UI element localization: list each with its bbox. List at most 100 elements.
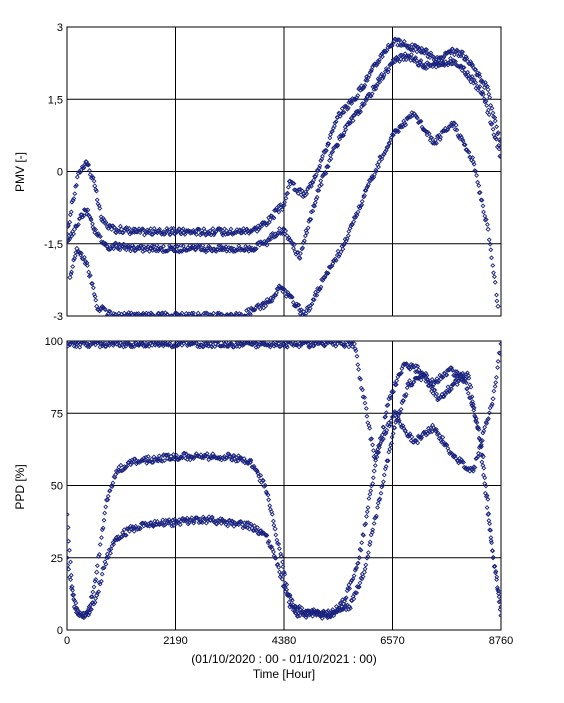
pmv-data-point [419,124,425,130]
pmv-data-point [283,195,289,201]
pmv-data-point [359,101,365,107]
ppd-data-point [369,529,375,535]
ppd-y-tick-label: 50 [51,481,63,493]
ppd-data-point [113,472,118,478]
ppd-data-point [244,460,250,466]
pmv-data-point [490,126,496,132]
ppd-data-point [94,590,100,596]
ppd-data-point [493,374,499,380]
pmv-data-point [194,313,200,316]
pmv-data-point [165,312,171,316]
pmv-data-point [485,226,491,232]
ppd-data-point [214,521,220,527]
ppd-data-point [373,513,379,519]
ppd-data-point [92,599,98,605]
pmv-data-point [359,202,365,208]
ppd-data-point [141,455,147,461]
ppd-data-point [486,410,492,416]
pmv-data-point [81,213,87,219]
ppd-data-point [477,436,483,442]
pmv-data-point [448,55,453,61]
ppd-data-point [458,457,464,463]
pmv-data-point [323,171,329,177]
pmv-data-point [102,307,108,313]
ppd-data-point [157,455,163,461]
pmv-data-point [424,47,430,53]
pmv-data-point [300,313,306,316]
pmv-data-point [434,61,440,67]
ppd-data-point [177,522,183,528]
pmv-data-point [486,112,492,118]
pmv-data-point [347,97,353,103]
ppd-data-point [380,479,386,485]
pmv-data-point [494,292,499,298]
ppd-data-point [241,456,247,462]
ppd-data-point [130,342,136,348]
pmv-data-point [467,74,473,80]
pmv-data-point [73,184,78,189]
pmv-data-point [228,226,234,232]
pmv-data-point [72,253,78,259]
pmv-data-point [309,301,315,307]
pmv-data-point [414,58,420,64]
ppd-data-point [365,505,371,511]
ppd-data-point [498,612,501,619]
pmv-data-point [86,162,92,168]
ppd-data-point [131,528,137,534]
pmv-data-point [351,219,357,225]
ppd-data-point [339,607,345,613]
ppd-data-point [186,520,192,526]
ppd-data-point [279,576,285,582]
pmv-data-point [328,156,334,162]
ppd-data-point [280,564,286,570]
pmv-data-point [438,134,444,140]
pmv-data-point [168,315,170,316]
ppd-data-point [67,341,73,347]
pmv-data-point [453,59,458,64]
ppd-data-point [245,460,251,466]
pmv-data-point [373,168,379,174]
pmv-data-point [398,56,404,62]
pmv-data-point [471,80,476,86]
ppd-data-point [276,344,282,350]
pmv-data-point [209,317,213,321]
pmv-data-point [390,132,396,138]
pmv-data-point [434,140,439,146]
ppd-data-point [432,387,438,393]
ppd-data-point [149,460,155,465]
ppd-data-point [354,565,360,571]
ppd-data-point [381,472,387,478]
pmv-data-point [71,231,77,237]
pmv-data-point [473,168,479,174]
pmv-data-point [292,241,297,247]
ppd-data-point [167,519,173,525]
pmv-data-point [271,215,277,221]
ppd-data-point [383,464,389,469]
pmv-data-point [311,177,317,183]
pmv-data-point [303,189,309,195]
pmv-data-point [417,119,423,124]
ppd-data-point [397,410,403,416]
ppd-data-point [137,525,143,531]
pmv-data-point [379,71,385,77]
ppd-data-point [202,516,208,522]
pmv-data-point [376,159,382,165]
pmv-data-point [212,230,217,236]
pmv-data-point [273,233,279,239]
pmv-data-point [250,227,256,232]
pmv-data-point [323,148,329,153]
ppd-data-point [105,493,111,499]
pmv-data-point [88,217,94,223]
ppd-data-point [161,523,167,528]
ppd-data-point [93,576,99,582]
ppd-y-tick-label: 100 [45,336,63,348]
pmv-data-point [347,120,353,126]
pmv-data-point [480,89,486,95]
pmv-data-point [377,79,383,85]
pmv-data-point [455,48,461,54]
pmv-y-tick-label: -1,5 [44,239,63,251]
ppd-data-point [71,596,77,602]
ppd-data-point [248,457,254,463]
pmv-data-point [260,300,266,306]
ppd-data-point [278,344,284,349]
